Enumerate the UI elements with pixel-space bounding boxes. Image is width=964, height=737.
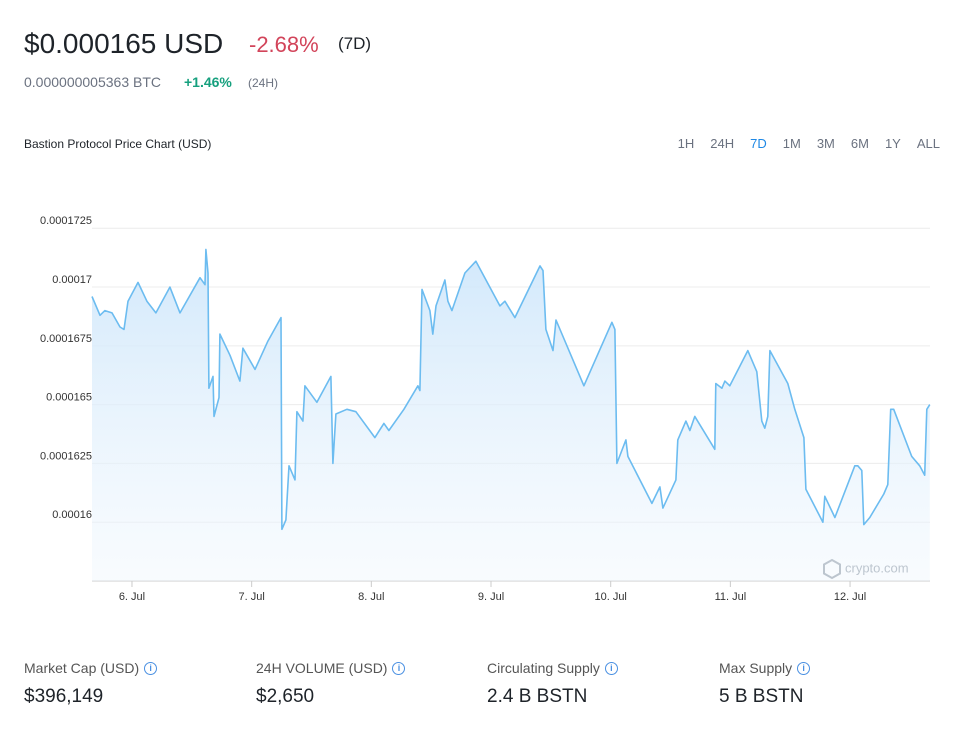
x-tick-label: 8. Jul xyxy=(358,591,384,603)
chart-title: Bastion Protocol Price Chart (USD) xyxy=(24,137,212,151)
btc-price: 0.000000005363 BTC xyxy=(24,74,161,90)
change-period: (7D) xyxy=(338,34,372,53)
btc-change: +1.46% xyxy=(184,74,232,90)
range-button[interactable]: 1H xyxy=(677,136,695,151)
y-tick-label: 0.000165 xyxy=(46,392,92,404)
y-tick-label: 0.0001625 xyxy=(40,450,92,462)
stat-value: 5 B BSTN xyxy=(719,686,804,707)
y-tick-label: 0.00016 xyxy=(52,509,92,521)
range-button[interactable]: 6M xyxy=(850,136,869,151)
x-tick-label: 6. Jul xyxy=(119,591,145,603)
stat-label-row: Market Cap (USD) i xyxy=(24,660,158,676)
stat-value: 2.4 B BSTN xyxy=(487,686,588,707)
stat: Max Supply i 5 B BSTN xyxy=(719,660,811,708)
info-icon[interactable]: i xyxy=(392,661,406,675)
stat: Market Cap (USD) i $396,149 xyxy=(24,660,158,708)
x-tick-label: 10. Jul xyxy=(594,591,626,603)
price-area xyxy=(92,249,930,581)
info-icon[interactable]: i xyxy=(604,661,618,675)
stat-label: 24H VOLUME (USD) xyxy=(256,660,388,676)
range-button[interactable]: 3M xyxy=(816,136,835,151)
stat-value: $2,650 xyxy=(256,686,315,707)
x-tick-label: 12. Jul xyxy=(834,591,866,603)
stat-label-row: 24H VOLUME (USD) i xyxy=(256,660,406,676)
stat: Circulating Supply i 2.4 B BSTN xyxy=(487,660,618,708)
price-line xyxy=(91,248,931,531)
stat-label-row: Max Supply i xyxy=(719,660,811,676)
range-button[interactable]: ALL xyxy=(916,136,940,151)
y-tick-label: 0.00017 xyxy=(52,274,92,286)
range-button[interactable]: 24H xyxy=(710,136,735,151)
info-icon[interactable]: i xyxy=(797,661,811,675)
y-tick-label: 0.0001675 xyxy=(40,333,92,345)
price: $0.000165 USD xyxy=(24,28,224,59)
stat-label: Max Supply xyxy=(719,660,793,676)
range-selector: 1H 24H 7D 1M 3M 6M 1Y ALL xyxy=(662,136,940,151)
x-tick-label: 11. Jul xyxy=(715,591,747,603)
info-icon[interactable]: i xyxy=(144,661,158,675)
range-button[interactable]: 1Y xyxy=(884,136,901,151)
stat: 24H VOLUME (USD) i $2,650 xyxy=(256,660,406,708)
stat-label: Market Cap (USD) xyxy=(24,660,140,676)
price-change: -2.68% xyxy=(249,32,319,57)
chart: crypto.com 0.000160.00016250.0001650.000… xyxy=(40,215,931,603)
stat-value: $396,149 xyxy=(24,686,104,707)
range-button[interactable]: 1M xyxy=(782,136,801,151)
stat-label-row: Circulating Supply i xyxy=(487,660,618,676)
btc-period: (24H) xyxy=(248,76,279,90)
range-button[interactable]: 7D xyxy=(750,136,767,151)
stat-label: Circulating Supply xyxy=(487,660,600,676)
x-tick-label: 9. Jul xyxy=(478,591,504,603)
x-tick-label: 7. Jul xyxy=(239,591,265,603)
y-tick-label: 0.0001725 xyxy=(40,215,92,227)
